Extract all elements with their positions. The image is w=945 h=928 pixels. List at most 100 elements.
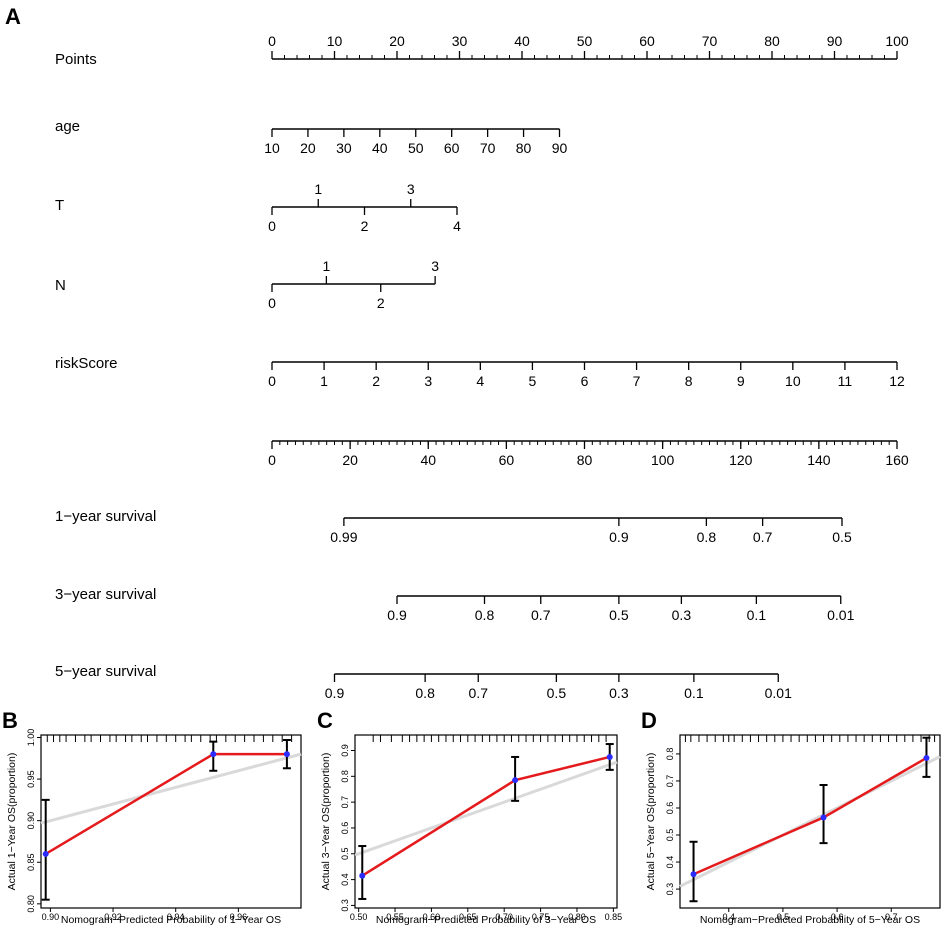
calibration-line <box>45 752 287 856</box>
tick-label: 20 <box>389 33 405 49</box>
ideal-reference-line <box>40 752 302 825</box>
ideal-reference-line <box>679 755 941 888</box>
x-tick-label: 0.5 <box>777 912 790 922</box>
x-tick-label: 0.85 <box>605 912 623 922</box>
error-bar <box>41 798 50 901</box>
tick-label: 0 <box>268 295 276 311</box>
row-label: N <box>55 277 66 294</box>
y-tick-label: 0.6 <box>340 822 350 835</box>
y-tick-label: 0.6 <box>665 802 675 815</box>
data-point <box>359 872 366 879</box>
tick-label: 0.99 <box>330 529 357 545</box>
row-label: 1−year survival <box>55 508 156 525</box>
tick-label: 0 <box>268 452 276 468</box>
y-tick-label: 0.7 <box>665 775 675 788</box>
calibration-line <box>361 755 611 877</box>
y-tick-label: 1.00 <box>26 729 36 747</box>
tick-label: 70 <box>702 33 718 49</box>
error-bar <box>819 784 828 845</box>
y-tick-label: 0.95 <box>26 770 36 788</box>
calibration-panel-1-year: B 0.90 0.92 0.94 0.96 0.80 0.85 0.90 0.95 1.00 Nom… <box>2 708 302 926</box>
tick-label: 40 <box>514 33 530 49</box>
tick-label: 0.7 <box>531 607 551 623</box>
tick-label: 0.7 <box>469 685 489 701</box>
plot-frame <box>354 734 618 909</box>
tick-label: 6 <box>581 373 589 389</box>
tick-label: 0.8 <box>697 529 717 545</box>
tick-label: 3 <box>424 373 432 389</box>
tick-label: 0.1 <box>684 685 704 701</box>
error-bar <box>358 845 367 900</box>
y-tick-label: 0.8 <box>665 748 675 761</box>
tick-label: 40 <box>420 452 436 468</box>
tick-label: 60 <box>639 33 655 49</box>
tick-label: 100 <box>651 452 675 468</box>
y-tick-label: 0.85 <box>26 853 36 871</box>
tick-label: 90 <box>552 140 568 156</box>
y-tick-label: 0.90 <box>26 812 36 830</box>
tick-label: 5 <box>529 373 537 389</box>
tick-label: 4 <box>476 373 484 389</box>
data-point <box>283 751 290 758</box>
x-tick-label: 0.7 <box>885 912 898 922</box>
y-axis-title: Actual 5−Year OS(proportion) <box>645 753 657 891</box>
x-tick-label: 0.90 <box>42 912 60 922</box>
tick-label: 20 <box>300 140 316 156</box>
nomogram-row-total-points: 0 20 40 60 80 100 120 140 160 <box>268 440 909 468</box>
data-point <box>606 753 613 760</box>
nomogram-row-age: age 10 20 30 40 50 60 70 80 90 <box>55 118 567 156</box>
data-point <box>820 814 827 821</box>
y-axis-title: Actual 1−Year OS(proportion) <box>6 753 18 891</box>
tick-label: 9 <box>737 373 745 389</box>
tick-label: 30 <box>336 140 352 156</box>
calibration-panel-5-year: D 0.4 0.5 0.6 0.7 0.3 0.4 0.5 0.6 0.7 0.8 Nomogram−… <box>641 708 941 926</box>
data-point <box>923 754 930 761</box>
calibration-panel-3-year: C 0.50 0.55 0.60 0.65 0.70 0.75 0.80 0.85 0.3 0.4 0… <box>317 708 622 926</box>
calibration-line <box>693 756 928 876</box>
x-axis-title: Nomogram−Predicted Probability of 1−Year… <box>61 914 281 926</box>
tick-label: 0 <box>268 218 276 234</box>
tick-label: 40 <box>372 140 388 156</box>
y-tick-label: 0.5 <box>340 848 350 861</box>
x-tick-label: 0.96 <box>230 912 248 922</box>
y-tick-label: 0.80 <box>26 895 36 913</box>
tick-label: 0.7 <box>753 529 773 545</box>
row-label: age <box>55 118 80 135</box>
nomogram-row-3-year-survival: 3−year survival 0.9 0.8 0.7 0.5 0.3 0.1 0.01 <box>55 586 855 623</box>
tick-label: 50 <box>408 140 424 156</box>
row-label: T <box>55 197 64 214</box>
x-tick-label: 0.70 <box>495 912 513 922</box>
tick-label: 7 <box>633 373 641 389</box>
tick-label: 1 <box>314 181 322 197</box>
y-tick-label: 0.7 <box>340 796 350 809</box>
tick-label: 70 <box>480 140 496 156</box>
tick-label: 30 <box>452 33 468 49</box>
tick-label: 80 <box>516 140 532 156</box>
panel-letter: D <box>641 708 657 733</box>
x-tick-label: 0.50 <box>350 912 368 922</box>
nomogram-row-points: Points 0 10 20 30 40 50 60 70 80 90 100 <box>55 33 909 68</box>
y-tick-label: 0.3 <box>340 899 350 912</box>
tick-label: 10 <box>327 33 343 49</box>
tick-label: 0.1 <box>747 607 767 623</box>
tick-label: 0.5 <box>547 685 567 701</box>
x-axis-title: Nomogram−Predicted Probability of 3−Year… <box>376 914 596 926</box>
x-tick-label: 0.55 <box>386 912 404 922</box>
x-tick-label: 0.60 <box>423 912 441 922</box>
data-point <box>690 871 697 878</box>
nomogram-row-n: N 0 1 2 3 <box>55 258 439 311</box>
y-tick-label: 0.4 <box>665 856 675 869</box>
x-tick-label: 0.80 <box>568 912 586 922</box>
y-tick-label: 0.5 <box>665 829 675 842</box>
tick-label: 1 <box>320 373 328 389</box>
tick-label: 50 <box>577 33 593 49</box>
y-tick-label: 0.8 <box>340 770 350 783</box>
tick-label: 3 <box>431 258 439 274</box>
tick-label: 60 <box>499 452 515 468</box>
x-tick-label: 0.94 <box>167 912 185 922</box>
tick-label: 120 <box>729 452 753 468</box>
tick-label: 80 <box>764 33 780 49</box>
tick-label: 0.8 <box>475 607 495 623</box>
panel-letter: B <box>2 708 18 733</box>
